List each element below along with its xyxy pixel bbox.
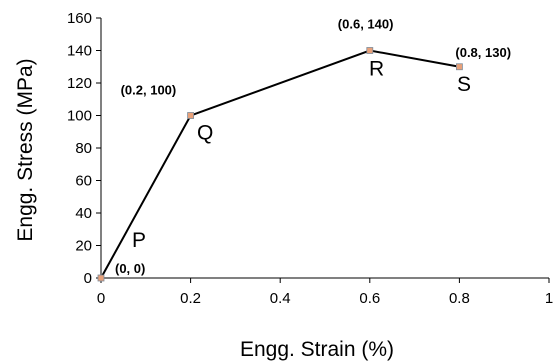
- annotation-layer: (0, 0) (0.2, 100) (0.6, 140) (0.8, 130) P Q R S: [115, 17, 511, 277]
- x-tick-label: 0.8: [449, 290, 470, 307]
- data-point-marker: [97, 274, 105, 282]
- y-axis-ticks: 0 20 40 60 80 100 120 140 160: [67, 10, 101, 287]
- point-coordinate-label: (0.2, 100): [121, 83, 177, 98]
- x-tick-label: 0.2: [180, 290, 201, 307]
- x-tick-label: 1: [545, 290, 553, 307]
- data-point-marker: [366, 47, 374, 54]
- x-tick-label: 0.4: [270, 290, 291, 307]
- y-tick-label: 140: [67, 43, 92, 60]
- x-axis-ticks: 0 0.2 0.4 0.6 0.8 1: [97, 278, 553, 307]
- point-name-label: Q: [197, 122, 213, 145]
- point-name-label: R: [369, 58, 384, 81]
- data-point-marker: [455, 63, 463, 71]
- series-line: [100, 49, 460, 279]
- x-tick-label: 0.6: [359, 290, 380, 307]
- y-axis-title: Engg. Stress (MPa): [14, 58, 37, 241]
- series-layer: [97, 47, 463, 282]
- y-tick-label: 160: [67, 10, 92, 27]
- y-tick-label: 60: [75, 173, 92, 190]
- y-tick-label: 120: [67, 75, 92, 92]
- point-name-label: P: [132, 229, 146, 252]
- point-coordinate-label: (0.8, 130): [455, 45, 511, 60]
- y-tick-label: 80: [75, 140, 92, 157]
- y-tick-label: 20: [75, 238, 92, 255]
- y-tick-label: 100: [67, 108, 92, 125]
- point-coordinate-label: (0, 0): [115, 261, 145, 276]
- point-name-label: S: [457, 73, 471, 96]
- y-tick-label: 0: [84, 270, 92, 287]
- y-tick-label: 40: [75, 205, 92, 222]
- x-tick-label: 0: [97, 290, 105, 307]
- point-coordinate-label: (0.6, 140): [338, 17, 394, 32]
- data-point-marker: [187, 112, 195, 119]
- x-axis-title: Engg. Strain (%): [240, 338, 394, 361]
